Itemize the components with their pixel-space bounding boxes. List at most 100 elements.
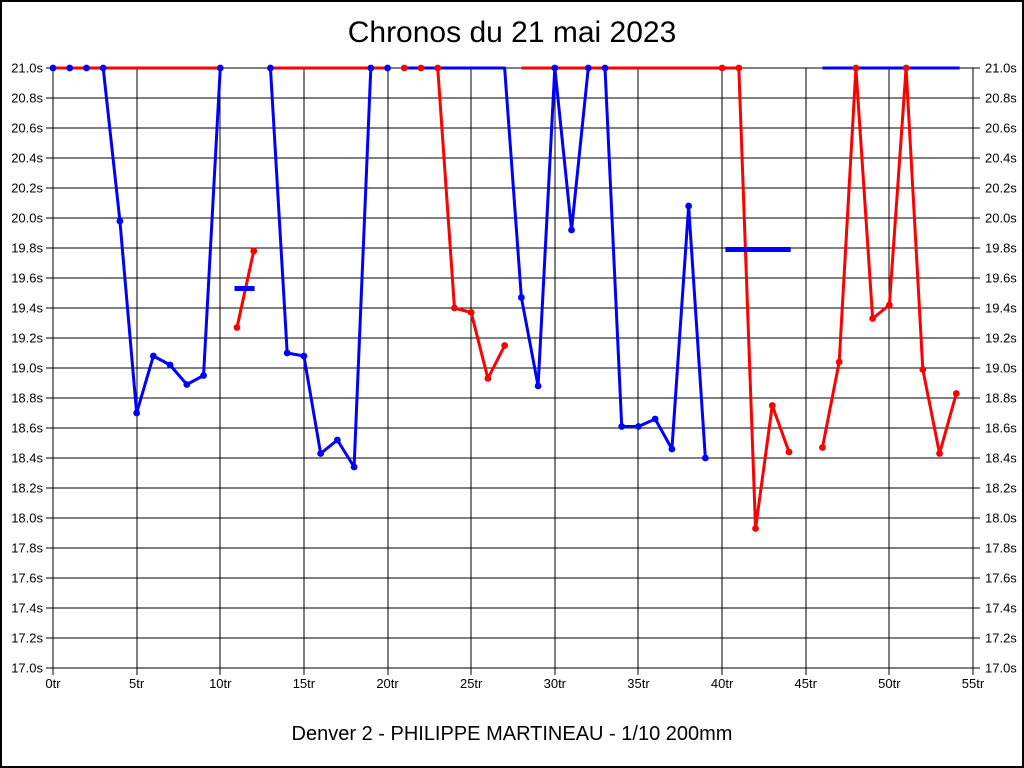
blue-series-data-point <box>116 217 124 225</box>
y-axis-tick-label-right: 19.4s <box>985 301 1017 316</box>
red-series-data-point <box>768 402 776 409</box>
y-axis-tick-label-left: 20.6s <box>11 121 43 136</box>
blue-series-data-point <box>333 436 341 444</box>
y-axis-tick-label-right: 18.8s <box>985 391 1017 406</box>
red-series-data-point <box>735 64 743 72</box>
blue-series-data-point <box>267 64 274 72</box>
x-axis-tick-label: 10tr <box>209 676 232 691</box>
red-series-data-point <box>400 64 408 72</box>
y-axis-tick-label-right: 18.2s <box>985 481 1017 496</box>
y-axis-tick-label-right: 18.0s <box>985 511 1017 526</box>
blue-series-data-point <box>350 463 358 471</box>
blue-series-data-point <box>49 64 57 72</box>
blue-series-data-point <box>200 372 207 379</box>
y-axis-tick-label-left: 17.0s <box>11 661 43 676</box>
blue-series-data-point <box>568 226 575 234</box>
y-axis-tick-label-left: 17.4s <box>11 601 43 616</box>
chart-caption: Denver 2 - PHILIPPE MARTINEAU - 1/10 200… <box>291 723 733 745</box>
blue-series-data-point <box>384 64 391 72</box>
blue-series-data-point <box>668 445 676 453</box>
x-axis-tick-label: 20tr <box>376 676 399 691</box>
red-series-data-point <box>250 247 258 255</box>
red-series-data-point <box>852 64 860 72</box>
red-series-data-point <box>919 366 927 373</box>
y-axis-tick-label-right: 20.0s <box>985 211 1017 226</box>
y-axis-tick-label-right: 17.2s <box>985 631 1017 646</box>
red-series-data-point <box>952 390 960 397</box>
y-axis-tick-label-left: 18.4s <box>11 451 43 466</box>
x-axis-tick-label: 35tr <box>627 676 650 691</box>
red-series-data-point <box>233 324 241 331</box>
red-series-data-point <box>451 304 458 312</box>
red-series-data-point <box>434 64 442 72</box>
axis-labels: 21.0s 21.0s 20.8s 20.8s 20.6s 20.6s 20.4s 20.4s… <box>11 61 1017 692</box>
blue-series-data-point <box>635 423 642 430</box>
x-axis-tick-label: 15tr <box>293 676 316 691</box>
y-axis-tick-label-left: 17.2s <box>11 631 43 646</box>
y-axis-tick-label-right: 17.6s <box>985 571 1017 586</box>
y-axis-tick-label-right: 20.4s <box>985 151 1017 166</box>
blue-series-gap-bars <box>234 247 791 291</box>
y-axis-tick-label-right: 17.0s <box>985 661 1017 676</box>
blue-series-data-point <box>83 64 90 72</box>
y-axis-tick-label-right: 18.6s <box>985 421 1017 436</box>
y-axis-tick-label-right: 20.8s <box>985 91 1017 106</box>
x-axis-tick-label: 0tr <box>45 676 61 691</box>
y-axis-tick-label-left: 20.8s <box>11 91 43 106</box>
red-series-lines <box>53 66 958 530</box>
red-series-data-point <box>752 525 759 532</box>
red-series-data-point <box>869 315 877 322</box>
y-axis-tick-label-right: 20.2s <box>985 181 1017 196</box>
blue-series-data-point <box>216 64 224 72</box>
blue-series-data-point <box>534 382 542 390</box>
x-axis-tick-label: 25tr <box>460 676 483 691</box>
y-axis-tick-label-left: 17.6s <box>11 571 43 586</box>
chart-title: Chronos du 21 mai 2023 <box>347 16 677 49</box>
y-axis-tick-label-left: 19.2s <box>11 331 43 346</box>
y-axis-tick-label-left: 18.2s <box>11 481 43 496</box>
y-axis-tick-label-right: 19.6s <box>985 271 1017 286</box>
blue-series-data-point <box>367 64 375 72</box>
red-series-data-point <box>484 375 492 382</box>
red-series-data-point <box>835 358 843 366</box>
y-axis-tick-label-left: 20.0s <box>11 211 43 226</box>
y-axis-tick-label-right: 19.0s <box>985 361 1017 376</box>
blue-series-data-point <box>601 64 609 72</box>
x-axis-tick-label: 5tr <box>129 676 145 691</box>
red-series-data-point <box>936 450 943 457</box>
y-axis-tick-label-left: 21.0s <box>11 61 43 76</box>
blue-series-data-point <box>99 64 107 72</box>
y-axis-tick-label-left: 18.6s <box>11 421 43 436</box>
blue-series-data-point <box>133 409 141 417</box>
y-axis-tick-label-right: 17.4s <box>985 601 1017 616</box>
y-axis-tick-label-left: 17.8s <box>11 541 43 556</box>
red-series-data-point <box>785 448 793 456</box>
red-series-data-point <box>902 64 910 72</box>
blue-series-data-point <box>517 294 525 301</box>
y-axis-tick-label-left: 18.8s <box>11 391 43 406</box>
blue-series-data-point <box>166 361 174 369</box>
blue-series-data-point <box>183 381 191 388</box>
red-series-data-point <box>417 64 425 72</box>
blue-series-data-point <box>283 349 291 357</box>
y-axis-tick-label-right: 18.4s <box>985 451 1017 466</box>
blue-series-data-point <box>701 454 709 462</box>
blue-series-data-point <box>584 64 592 72</box>
red-series-data-point <box>819 444 826 451</box>
blue-series-data-point <box>300 352 308 360</box>
x-axis-tick-label: 30tr <box>544 676 567 691</box>
grid <box>46 67 980 675</box>
y-axis-tick-label-right: 21.0s <box>985 61 1017 76</box>
y-axis-tick-label-left: 19.8s <box>11 241 43 256</box>
red-series-data-point <box>718 64 726 72</box>
y-axis-tick-label-left: 18.0s <box>11 511 43 526</box>
blue-series-data-point <box>551 64 559 72</box>
red-series-markers <box>233 64 960 532</box>
y-axis-tick-label-right: 20.6s <box>985 121 1017 136</box>
y-axis-tick-label-left: 19.6s <box>11 271 43 286</box>
y-axis-tick-label-right: 17.8s <box>985 541 1017 556</box>
x-axis-tick-label: 45tr <box>795 676 818 691</box>
x-axis-tick-label: 50tr <box>878 676 901 691</box>
